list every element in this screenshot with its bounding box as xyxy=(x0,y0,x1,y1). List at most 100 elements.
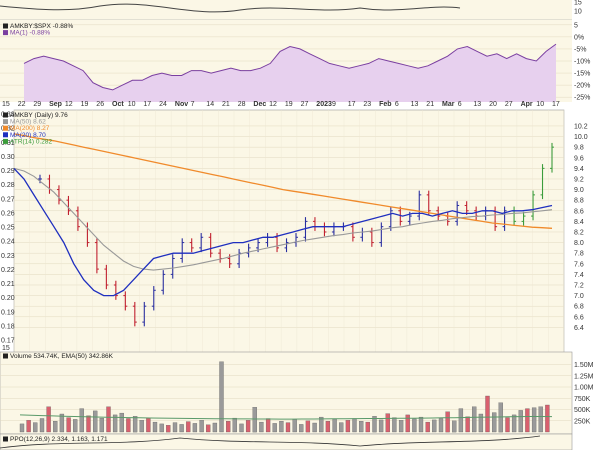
date-label: 9 xyxy=(332,101,336,108)
date-label: Feb xyxy=(379,101,391,108)
date-label: 14 xyxy=(206,101,214,108)
date-label: 26 xyxy=(96,101,104,108)
volume-bar xyxy=(352,418,357,433)
price-right-tick: 8.6 xyxy=(574,208,584,215)
volume-bar xyxy=(292,419,297,433)
price-left-tick: 0.17 xyxy=(1,338,15,345)
price-left-tick: 0.26 xyxy=(1,210,15,217)
volume-bar xyxy=(545,404,550,433)
volume-bar xyxy=(86,415,91,433)
date-label: 10 xyxy=(536,101,544,108)
volume-bar xyxy=(465,416,470,433)
volume-bar xyxy=(531,407,537,433)
volume-bar xyxy=(172,422,178,433)
price-right-tick: 8.4 xyxy=(574,219,584,226)
volume-bar xyxy=(412,418,417,433)
legend-label: MA(1) -0.88% xyxy=(10,30,50,37)
date-label: 17 xyxy=(143,101,151,108)
date-label: 12 xyxy=(269,101,277,108)
volume-bar xyxy=(385,413,390,433)
price-right-tick: 10.2 xyxy=(574,123,588,130)
rs-tick-label: -25% xyxy=(574,95,590,102)
volume-bar xyxy=(425,421,430,433)
price-bar xyxy=(104,264,109,290)
legend-swatch xyxy=(3,138,8,144)
price-right-tick: 6.4 xyxy=(574,325,584,332)
price-bar xyxy=(170,254,175,279)
price-bar xyxy=(426,190,431,216)
volume-bar xyxy=(212,422,218,433)
legend-label: ATR(14) 0.282 xyxy=(10,138,53,145)
price-right-tick: 10.0 xyxy=(574,134,588,141)
volume-bar xyxy=(325,421,331,433)
price-bar xyxy=(75,206,80,231)
rs-tick-label: 15 xyxy=(574,0,582,7)
volume-bar xyxy=(139,420,144,433)
date-label: 6 xyxy=(395,101,399,108)
rs-tick-label: 5 xyxy=(574,22,578,29)
volume-bar xyxy=(192,423,198,433)
date-label: Mar xyxy=(442,101,455,108)
volume-grid xyxy=(0,364,572,421)
price-bar xyxy=(208,233,213,258)
date-label: 29 xyxy=(33,101,41,108)
volume-bar xyxy=(279,421,284,433)
date-label: 17 xyxy=(348,101,356,108)
price-bar xyxy=(142,301,147,327)
volume-bar xyxy=(339,422,344,433)
date-label: 19 xyxy=(81,101,89,108)
volume-bar xyxy=(59,413,65,433)
volume-tick-label: 250K xyxy=(574,418,591,425)
legend-swatch xyxy=(3,30,8,36)
volume-bar xyxy=(538,406,543,433)
volume-bar xyxy=(458,408,464,433)
price-bar xyxy=(350,222,355,242)
volume-bar xyxy=(332,418,337,433)
volume-bar xyxy=(438,418,444,433)
volume-bar xyxy=(66,417,71,433)
price-bar xyxy=(303,217,308,242)
rs-upper-curve xyxy=(0,3,461,13)
volume-bar xyxy=(418,416,424,433)
price-right-tick: 8.2 xyxy=(574,229,584,236)
volume-bar xyxy=(239,423,244,433)
price-right-tick: 7.0 xyxy=(574,293,584,300)
price-right-tick: 9.8 xyxy=(574,145,584,152)
rs-tick-label: -5% xyxy=(574,46,586,53)
legend-label: MA(200) 8.27 xyxy=(10,125,50,132)
price-left-tick: 0.22 xyxy=(1,267,15,274)
price-bar xyxy=(132,301,137,327)
legend-label: Volume 534.74K, EMA(50) 342.86K xyxy=(10,353,114,360)
rs-tick-label: -20% xyxy=(574,83,590,90)
volume-bar xyxy=(312,422,317,433)
rs-panel: 15 10 5 0% -5% -10% -15% -20% -25% AMKBY:$SPX -0… xyxy=(0,0,590,102)
volume-bar xyxy=(252,407,257,433)
legend-swatch xyxy=(3,353,8,359)
legend-swatch xyxy=(3,436,8,442)
rs-tick-label: 10 xyxy=(574,9,582,16)
volume-bar xyxy=(19,423,25,433)
volume-ema-line xyxy=(19,414,553,420)
price-right-tick: 8.8 xyxy=(574,198,584,205)
volume-bar xyxy=(26,420,31,433)
date-label: 23 xyxy=(363,101,371,108)
volume-bar xyxy=(199,420,204,433)
price-left-tick: 0.30 xyxy=(1,154,15,161)
price-right-tick: 9.2 xyxy=(574,176,584,183)
price-bar xyxy=(161,270,166,295)
price-bar xyxy=(237,248,242,269)
price-bar xyxy=(550,142,554,173)
volume-bar xyxy=(152,421,158,433)
volume-bar xyxy=(99,417,104,433)
price-bar xyxy=(66,195,71,216)
volume-bar xyxy=(299,424,304,433)
volume-tick-labels: 1.50M 1.25M 1.00M 750K 500K 250K xyxy=(574,362,594,425)
price-left-tick: 0.21 xyxy=(1,281,15,288)
date-label: 21 xyxy=(426,101,434,108)
price-bar xyxy=(284,238,289,253)
volume-tick-label: 1.25M xyxy=(574,373,594,380)
volume-bar xyxy=(505,417,510,433)
volume-bar xyxy=(159,423,164,433)
